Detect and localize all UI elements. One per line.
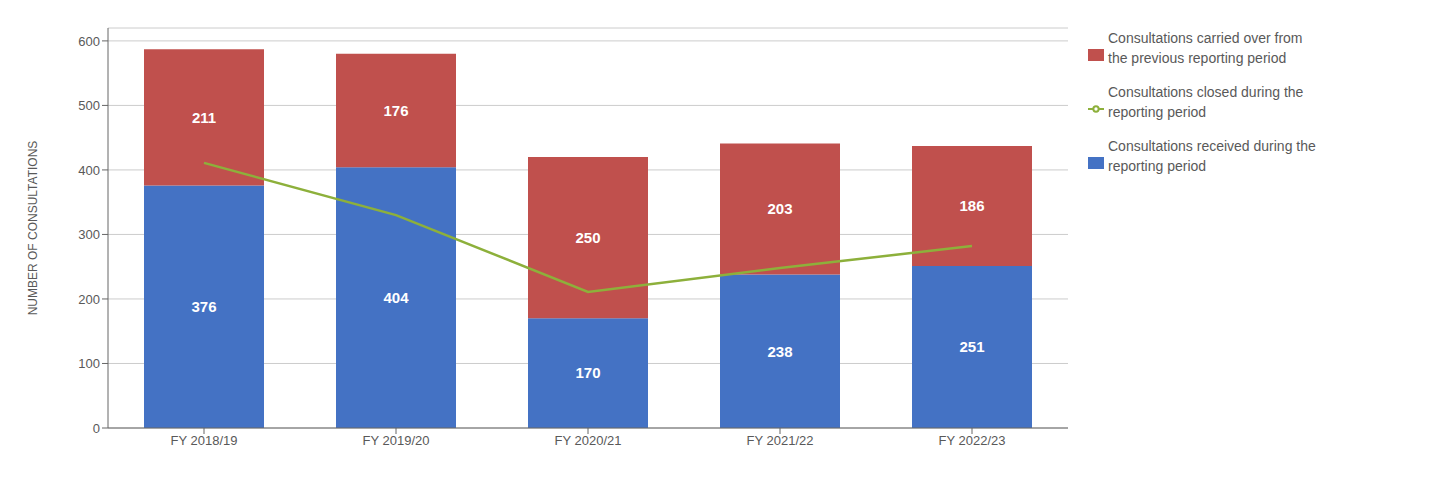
svg-text:FY 2019/20: FY 2019/20 [363,433,430,448]
svg-text:FY 2018/19: FY 2018/19 [171,433,238,448]
svg-text:251: 251 [959,338,984,355]
svg-text:203: 203 [767,200,792,217]
svg-text:170: 170 [575,364,600,381]
svg-text:211: 211 [192,109,216,126]
svg-text:600: 600 [78,34,100,49]
svg-text:186: 186 [959,197,984,214]
svg-text:FY 2020/21: FY 2020/21 [555,433,622,448]
html-text:Consultations carried over fro: Consultations carried over from the prev… [1108,30,1303,66]
svg-text:500: 500 [78,98,100,113]
svg-text:376: 376 [191,298,216,315]
svg-text:NUMBER OF CONSULTATIONS: NUMBER OF CONSULTATIONS [26,141,40,316]
svg-text:238: 238 [767,343,792,360]
svg-text:FY 2021/22: FY 2021/22 [747,433,814,448]
svg-text:176: 176 [383,102,408,119]
svg-text:250: 250 [575,229,600,246]
svg-text:404: 404 [383,289,409,306]
html-text:Consultations closed during th: Consultations closed during the reportin… [1108,84,1304,120]
svg-text:FY 2022/23: FY 2022/23 [939,433,1006,448]
svg-text:200: 200 [78,292,100,307]
html-text:Consultations received during: Consultations received during the report… [1108,138,1316,174]
svg-text:300: 300 [78,227,100,242]
svg-text:400: 400 [78,163,100,178]
svg-text:100: 100 [78,356,100,371]
svg-text:0: 0 [93,421,100,436]
